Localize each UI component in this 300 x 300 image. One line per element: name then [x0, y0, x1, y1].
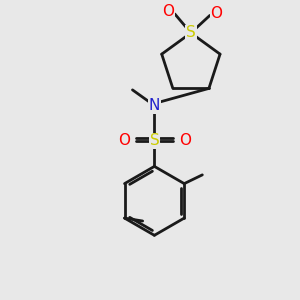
- Text: S: S: [186, 26, 196, 40]
- Text: O: O: [118, 134, 130, 148]
- Text: O: O: [179, 134, 191, 148]
- Text: O: O: [210, 6, 222, 21]
- Text: N: N: [149, 98, 160, 113]
- Text: S: S: [149, 134, 159, 148]
- Text: O: O: [162, 4, 174, 19]
